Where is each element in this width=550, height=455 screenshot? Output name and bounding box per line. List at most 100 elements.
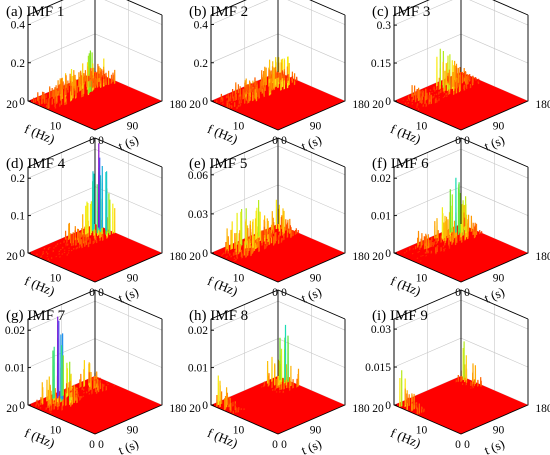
spectrum-mark [96, 71, 99, 84]
spectrum-mark [290, 365, 292, 387]
z-tick-label: 0 [385, 400, 391, 412]
spectrum-mark [399, 378, 401, 408]
spectrum-mark [421, 233, 423, 246]
spectrum-mark [231, 93, 234, 99]
spectrum-mark [444, 248, 446, 250]
spectrum-mark [78, 231, 80, 239]
spectrum-mark [87, 242, 90, 248]
spectrum-mark [231, 89, 234, 95]
spectrum-mark [412, 93, 415, 101]
spectrum-mark [263, 226, 265, 236]
f-tick-label: 10 [50, 273, 62, 285]
spectrum-mark [283, 71, 286, 79]
spectrum-mark [70, 242, 73, 247]
spectrum-mark [73, 248, 75, 250]
spectrum-mark [62, 81, 64, 90]
spectrum-mark [232, 410, 235, 415]
spectrum-mark [103, 384, 105, 388]
spectrum-mark [429, 89, 432, 92]
spectrum-mark [468, 75, 470, 77]
spectrum-mark [406, 99, 409, 102]
spectrum-mark [240, 249, 243, 257]
t-tick-label: 90 [310, 425, 322, 437]
spectrum-mark [250, 83, 252, 89]
spectrum-mark [475, 223, 478, 236]
t-tick-label: 90 [127, 425, 139, 437]
spectrum-mark [89, 238, 91, 245]
spectrum-mark [36, 253, 38, 256]
spectrum-mark [433, 86, 435, 91]
spectrum-mark [412, 248, 415, 250]
spectrum-mark [409, 247, 411, 250]
spectrum-mark [238, 100, 241, 105]
f-tick-label: 0 [455, 287, 461, 299]
z-tick-label: 0 [385, 248, 391, 260]
z-tick-label: 0 [202, 248, 208, 260]
spectrum-mark [94, 71, 97, 79]
spectrum-mark [72, 232, 74, 244]
spectrum-mark [51, 98, 53, 105]
spectrum-mark [416, 257, 419, 260]
spectrum-mark [266, 361, 269, 384]
spectrum-mark [431, 91, 433, 94]
spectrum-mark [49, 86, 51, 98]
spectrum-mark [235, 82, 237, 94]
panel-title: (i) IMF 9 [372, 308, 428, 324]
spectrum-mark [463, 73, 465, 77]
f-tick-label: 20 [6, 99, 18, 111]
spectrum-mark [88, 372, 91, 383]
spectrum-mark [87, 203, 89, 234]
spectrum-mark [82, 63, 84, 90]
panel-title: (g) IMF 7 [6, 308, 66, 324]
t-tick-label: 0 [98, 439, 104, 451]
spectrum-mark [268, 373, 270, 386]
t-tick-label: 0 [464, 439, 470, 451]
spectrum-mark [244, 87, 246, 93]
spectrum-mark [296, 378, 298, 388]
spectrum-mark [445, 63, 448, 86]
spectrum-mark [472, 222, 474, 236]
spectrum-mark [99, 377, 101, 380]
spectrum-mark [406, 393, 408, 404]
spectrum-mark [221, 97, 224, 102]
spectrum-mark [105, 386, 107, 391]
spectrum-mark [94, 78, 96, 87]
spectrum-mark [66, 254, 68, 256]
spectrum-mark [54, 102, 56, 107]
spectrum-mark [50, 257, 53, 260]
spectrum-mark [98, 73, 100, 79]
spectrum-mark [91, 392, 93, 395]
spectrum-mark [425, 103, 427, 108]
spectrum-mark [91, 389, 93, 394]
spectrum-mark [261, 230, 263, 244]
spectrum-mark [41, 91, 44, 100]
spectrum-mark [443, 249, 445, 252]
spectrum-mark [435, 97, 437, 102]
spectrum-mark [431, 242, 434, 246]
f-tick-label: 10 [233, 121, 245, 133]
spectrum-mark [216, 100, 218, 104]
spectrum-mark [266, 240, 268, 247]
panel-title: (f) IMF 6 [372, 156, 429, 172]
spectrum-mark [291, 75, 294, 80]
spectrum-mark [438, 91, 440, 94]
spectrum-mark [275, 391, 278, 393]
spectrum-mark [265, 229, 267, 235]
z-tick-label: 0.01 [188, 363, 208, 375]
spectrum-mark [247, 228, 249, 241]
spectrum-mark [55, 256, 57, 258]
spectrum-mark [261, 70, 263, 83]
f-tick-label: 20 [372, 99, 384, 111]
spectrum-mark [45, 251, 48, 254]
spectrum-mark [404, 388, 406, 406]
z-tick-label: 0.4 [11, 20, 26, 32]
spectrum-mark [232, 252, 235, 257]
spectrum-mark [284, 324, 287, 381]
axis-box-top [27, 0, 163, 16]
spectrum-mark [433, 95, 435, 98]
t-tick-label: 180 [352, 403, 370, 415]
spectrum-mark [99, 381, 101, 383]
spectrum-mark [256, 207, 258, 239]
